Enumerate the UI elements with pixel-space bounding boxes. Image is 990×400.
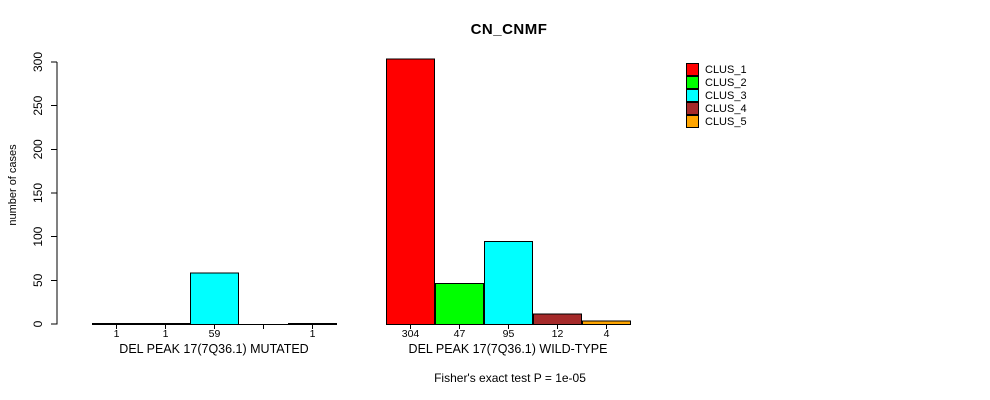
fisher-test-annotation: Fisher's exact test P = 1e-05 — [434, 371, 586, 385]
legend-label: CLUS_5 — [705, 115, 747, 128]
legend-label: CLUS_4 — [705, 102, 747, 115]
y-tick-label: 150 — [31, 183, 45, 203]
legend-swatch-icon — [686, 89, 699, 102]
bar-clus_3 — [484, 241, 533, 326]
legend-swatch-icon — [686, 63, 699, 76]
legend-item-clus_5: CLUS_5 — [686, 115, 747, 128]
bar-clus_2 — [435, 282, 484, 326]
y-tick-label: 300 — [31, 52, 45, 72]
bar-clus_1 — [92, 323, 141, 326]
legend-item-clus_2: CLUS_2 — [686, 76, 747, 89]
bar-clus_4 — [533, 313, 582, 325]
y-tick-label: 50 — [31, 273, 45, 287]
bar-value-label: 59 — [209, 328, 221, 340]
legend-item-clus_3: CLUS_3 — [686, 89, 747, 102]
y-axis-label: number of cases — [7, 144, 19, 226]
bar-value-label: 1 — [114, 328, 120, 340]
chart-title: CN_CNMF — [470, 21, 548, 38]
x-axis-label-mutated: DEL PEAK 17(7Q36.1) MUTATED — [119, 342, 309, 356]
y-tick-label: 200 — [31, 139, 45, 159]
legend-swatch-icon — [686, 102, 699, 115]
bar-clus_1 — [386, 58, 435, 326]
bar-clus_3 — [190, 272, 239, 325]
bar-value-label: 1 — [163, 328, 169, 340]
bar-value-label: 4 — [604, 328, 610, 340]
y-tick-label: 250 — [31, 95, 45, 115]
legend-label: CLUS_3 — [705, 89, 747, 102]
legend-swatch-icon — [686, 76, 699, 89]
bar-value-label: 1 — [310, 328, 316, 340]
legend-label: CLUS_2 — [705, 76, 747, 89]
bar-clus_5 — [582, 320, 631, 325]
legend: CLUS_1 CLUS_2 CLUS_3 CLUS_4 CLUS_5 — [686, 63, 747, 128]
bar-value-label: 47 — [454, 328, 466, 340]
bar-clus_2 — [141, 323, 190, 326]
bar-value-label: 304 — [402, 328, 420, 340]
legend-label: CLUS_1 — [705, 63, 747, 76]
bar-clus_5 — [288, 323, 337, 326]
y-tick-label: 0 — [31, 320, 45, 327]
y-tick-label: 100 — [31, 226, 45, 246]
legend-item-clus_4: CLUS_4 — [686, 102, 747, 115]
x-axis-label-wildtype: DEL PEAK 17(7Q36.1) WILD-TYPE — [408, 342, 608, 356]
legend-item-clus_1: CLUS_1 — [686, 63, 747, 76]
legend-swatch-icon — [686, 115, 699, 128]
bar-value-label: 12 — [552, 328, 564, 340]
bar-value-label: 95 — [503, 328, 515, 340]
